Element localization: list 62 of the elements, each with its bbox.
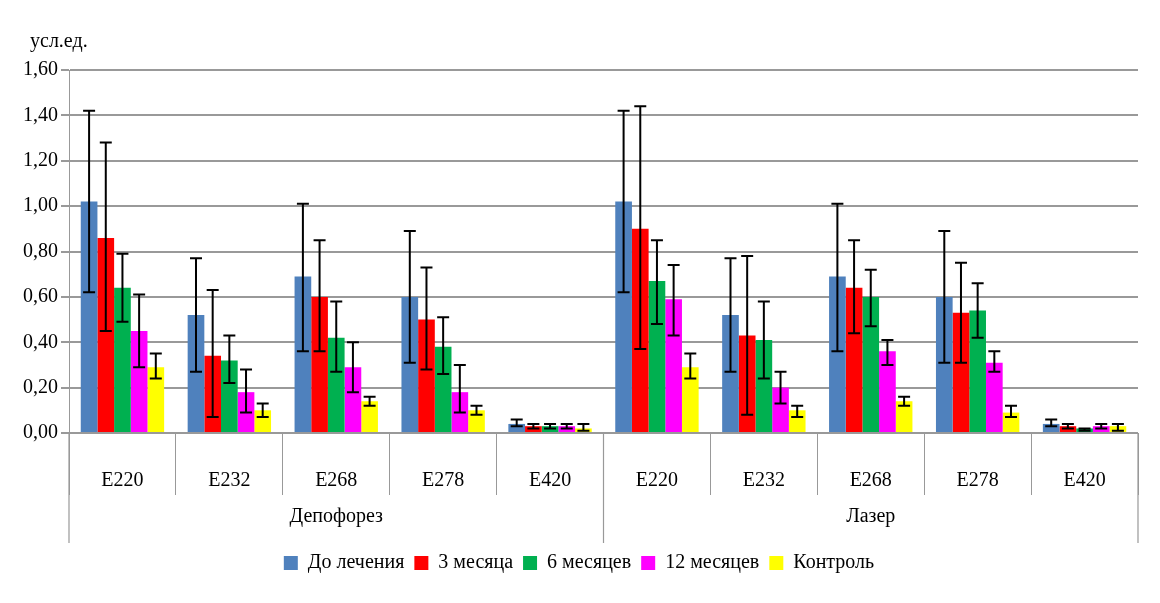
text: Депофорез	[289, 504, 384, 528]
x-tick-label: E232	[742, 468, 785, 491]
bar	[631, 228, 649, 432]
x-tick-label: E278	[956, 468, 999, 491]
y-tick-label: 0,60	[23, 284, 58, 307]
bar	[665, 299, 682, 432]
legend-label: 3 месяца	[438, 550, 514, 574]
bar	[361, 401, 378, 432]
bar	[952, 312, 970, 432]
bar	[401, 296, 419, 432]
bar	[294, 276, 312, 432]
bar	[130, 330, 148, 432]
x-tick-label: E220	[635, 468, 679, 491]
bar	[772, 387, 789, 432]
bar	[879, 351, 896, 432]
bar	[97, 237, 115, 432]
bar	[648, 280, 666, 432]
bar	[738, 335, 756, 432]
legend-label: 6 месяцев	[547, 550, 632, 574]
bar	[681, 367, 699, 432]
bar	[468, 410, 485, 432]
x-tick-label: E232	[208, 468, 251, 491]
y-tick-label: 0,00	[23, 420, 58, 443]
bar	[451, 392, 469, 432]
x-tick-label: E268	[315, 468, 358, 491]
y-tick-label: 0,40	[23, 329, 58, 352]
y-tick-label: 1,40	[23, 102, 58, 125]
x-tick-label: E420	[528, 468, 572, 491]
bar	[434, 346, 452, 432]
bar	[985, 362, 1003, 432]
bar	[311, 296, 328, 432]
bar	[829, 276, 846, 432]
legend-label: До лечения	[307, 550, 405, 574]
y-tick-label: 1,60	[23, 57, 58, 80]
bar	[327, 337, 345, 432]
y-tick-label: 0,80	[23, 238, 58, 261]
legend-label: 12 месяцев	[665, 550, 760, 574]
bar	[788, 410, 806, 432]
bar	[254, 410, 272, 432]
bar	[80, 201, 98, 432]
y-tick-label: 1,00	[23, 193, 58, 216]
x-tick-label: E278	[422, 468, 465, 491]
bar	[221, 360, 238, 432]
bar	[862, 296, 880, 432]
x-tick-label: E420	[1063, 468, 1106, 491]
bar	[969, 310, 986, 432]
bar	[845, 287, 863, 432]
bar	[418, 319, 435, 432]
bar	[895, 401, 913, 432]
bar	[615, 201, 632, 432]
bar	[344, 367, 362, 432]
legend-label: Контроль	[793, 550, 875, 574]
text: Лазер	[846, 504, 896, 528]
x-tick-label: E220	[101, 468, 144, 491]
y-axis-title: усл.ед.	[30, 29, 88, 53]
y-tick-label: 1,20	[23, 148, 58, 170]
bar	[722, 315, 739, 432]
y-tick-label: 0,20	[23, 374, 58, 397]
bar	[114, 287, 131, 432]
x-tick-label: E268	[849, 468, 892, 491]
bar	[935, 296, 953, 432]
bar	[147, 367, 165, 432]
